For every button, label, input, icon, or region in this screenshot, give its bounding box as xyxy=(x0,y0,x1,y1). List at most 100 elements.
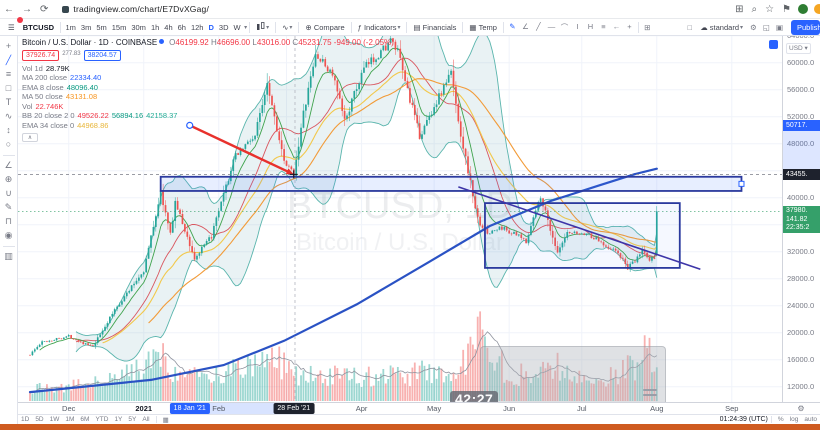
indicator-row[interactable]: EMA 34 close 0 44968.86 xyxy=(22,121,394,131)
url-bar[interactable]: tradingview.com/chart/E7DvXGag/ xyxy=(73,4,210,14)
scale-auto[interactable]: auto xyxy=(804,416,817,423)
screenshot-camera-icon[interactable]: ▣ xyxy=(775,22,784,32)
arrow-start-handle[interactable] xyxy=(186,121,194,129)
interval-D[interactable]: D xyxy=(208,22,214,32)
channel-tool-icon[interactable]: ≡ xyxy=(601,21,606,31)
object-tree-icon[interactable]: ⊞ xyxy=(644,22,651,32)
line-style-button[interactable]: ∿ ▾ xyxy=(278,19,296,35)
trash-tool-icon[interactable]: ▥ xyxy=(4,251,13,261)
horizontal-line-tool-icon[interactable]: — xyxy=(547,21,556,31)
arrow-tool-icon[interactable]: ← xyxy=(612,21,621,31)
layout-select-icon[interactable]: □ xyxy=(687,22,692,32)
range-1W[interactable]: 1W xyxy=(49,416,60,423)
pane-maximize-button[interactable] xyxy=(769,40,778,49)
reload-icon[interactable]: ⟳ xyxy=(40,3,49,15)
sell-price-button[interactable]: 37926.74 xyxy=(22,49,60,61)
drawing-handle[interactable] xyxy=(738,180,745,187)
indicator-row[interactable]: MA 50 close 43131.08 xyxy=(22,92,394,102)
rectangle-drawing-long[interactable] xyxy=(159,175,743,192)
symbol-button[interactable]: BTCUSD xyxy=(22,22,54,32)
interval-W[interactable]: W xyxy=(233,22,241,32)
forward-icon[interactable]: → xyxy=(22,3,32,15)
text-tool-icon[interactable]: I xyxy=(576,21,579,31)
time-axis[interactable]: Dec 2021 Feb Apr May Jun Jul Aug Sep 18 Jan '21 28… xyxy=(18,402,782,415)
indicator-row[interactable]: MA 200 close 22334.40 xyxy=(22,73,394,83)
range-1D[interactable]: 1D xyxy=(21,416,30,423)
fullscreen-icon[interactable]: ◱ xyxy=(762,22,771,32)
hide-tool-icon[interactable]: ◉ xyxy=(4,230,13,240)
position-tool-icon[interactable]: ↕ xyxy=(6,125,11,135)
range-6M[interactable]: 6M xyxy=(80,416,90,423)
magnet-tool-icon[interactable]: ∪ xyxy=(5,188,12,198)
main-menu-button[interactable]: ☰ xyxy=(4,17,23,35)
indicator-row[interactable]: Vol 1d 28.79K xyxy=(22,64,394,74)
range-1M[interactable]: 1M xyxy=(65,416,75,423)
clock[interactable]: 01:24:39 (UTC) xyxy=(719,416,768,423)
back-icon[interactable]: ← xyxy=(4,3,14,15)
chart-style-button[interactable]: ▾ xyxy=(252,19,273,35)
settings-gear-icon[interactable]: ⚙ xyxy=(750,22,757,32)
interval-1h[interactable]: 1h xyxy=(150,22,160,32)
angle-tool-icon[interactable]: ∠ xyxy=(522,21,529,31)
range-5Y[interactable]: 5Y xyxy=(128,416,137,423)
templates-button[interactable]: ▦ Temp xyxy=(469,22,497,32)
crosshair-tool-icon[interactable]: + xyxy=(5,41,12,51)
search-icon[interactable]: ⌕ xyxy=(751,3,758,15)
trendline-drawing[interactable] xyxy=(458,186,701,271)
interval-15m[interactable]: 15m xyxy=(111,22,127,32)
legend-title-row[interactable]: Bitcoin / U.S. Dollar · 1D · COINBASE O46… xyxy=(22,38,394,47)
extensions-icon[interactable]: ⊞ xyxy=(735,3,744,15)
scale-log[interactable]: log xyxy=(789,416,799,423)
pin-icon[interactable]: ⚑ xyxy=(782,3,791,15)
range-1Y[interactable]: 1Y xyxy=(114,416,123,423)
interval-30m[interactable]: 30m xyxy=(131,22,146,32)
trendline-tool-icon[interactable]: ╱ xyxy=(536,21,541,31)
legend-collapse-button[interactable]: ∧ xyxy=(22,133,38,142)
measure-tool-icon[interactable]: ∠ xyxy=(4,160,13,170)
rectangle-drawing-consolidation[interactable] xyxy=(484,202,681,269)
interval-5m[interactable]: 5m xyxy=(96,22,107,32)
lock-tool-icon[interactable]: ⊓ xyxy=(4,216,13,226)
indicator-row[interactable]: BB 20 close 2 0 49526.22 56894.16 42158.37 xyxy=(22,111,394,121)
star-icon[interactable]: ☆ xyxy=(765,3,775,15)
text-tool-icon[interactable]: T xyxy=(5,97,12,107)
trend-line-tool-icon[interactable]: ╱ xyxy=(5,55,12,65)
buy-price-button[interactable]: 38204.57 xyxy=(83,49,121,61)
save-layout-button[interactable]: ☁ standard ▾ xyxy=(700,22,743,32)
range-5D[interactable]: 5D xyxy=(35,416,44,423)
profile-avatar[interactable] xyxy=(814,4,820,14)
interval-12h[interactable]: 12h xyxy=(190,22,204,32)
interval-6h[interactable]: 6h xyxy=(177,22,186,32)
compare-button[interactable]: ⊕ Compare xyxy=(305,22,345,32)
indicators-button[interactable]: ƒ Indicators ▾ xyxy=(357,22,401,32)
range-All[interactable]: All xyxy=(142,416,150,423)
range-YTD[interactable]: YTD xyxy=(95,416,109,423)
ellipse-tool-icon[interactable]: ○ xyxy=(5,139,12,149)
publish-button[interactable]: Publish xyxy=(791,19,820,35)
extension-avatar[interactable] xyxy=(798,4,808,14)
shapes-tool-icon[interactable]: □ xyxy=(5,83,12,93)
interval-4h[interactable]: 4h xyxy=(164,22,173,32)
arrow-drawing[interactable] xyxy=(189,124,289,173)
price-axis[interactable]: USD ▾ 64000.0 60000.0 56000.0 52000.0 48000.0… xyxy=(782,36,820,402)
curve-tool-icon[interactable]: ⌒ xyxy=(560,22,569,32)
interval-1m[interactable]: 1m xyxy=(65,22,76,32)
scale-%[interactable]: % xyxy=(777,416,784,423)
brush-tool-icon[interactable]: ✎ xyxy=(509,21,516,31)
cross-tool-icon[interactable]: + xyxy=(627,21,632,31)
indicator-row[interactable]: EMA 8 close 48096.40 xyxy=(22,83,394,93)
indicator-row[interactable]: Vol 22.746K xyxy=(22,102,394,112)
interval-3m[interactable]: 3m xyxy=(80,22,92,32)
zoom-in-tool-icon[interactable]: ⊕ xyxy=(4,174,13,184)
draw-tool-icon[interactable]: ✎ xyxy=(4,202,13,212)
interval-caret-icon[interactable]: ▾ xyxy=(244,24,248,31)
chart-pane[interactable]: BTCUSD, 1D Bitcoin / U.S. Dollar Bitcoin … xyxy=(18,36,782,402)
interval-3D[interactable]: 3D xyxy=(218,22,229,32)
pattern-tool-icon[interactable]: ∿ xyxy=(4,111,13,121)
go-to-date-icon[interactable]: ▦ xyxy=(162,416,169,424)
fib-tool-icon[interactable]: ≡ xyxy=(5,69,12,79)
axis-gear-icon[interactable]: ⚙ xyxy=(797,404,805,413)
pattern-tool-icon[interactable]: H xyxy=(587,21,594,31)
financials-button[interactable]: ▤ Financials xyxy=(413,22,457,32)
